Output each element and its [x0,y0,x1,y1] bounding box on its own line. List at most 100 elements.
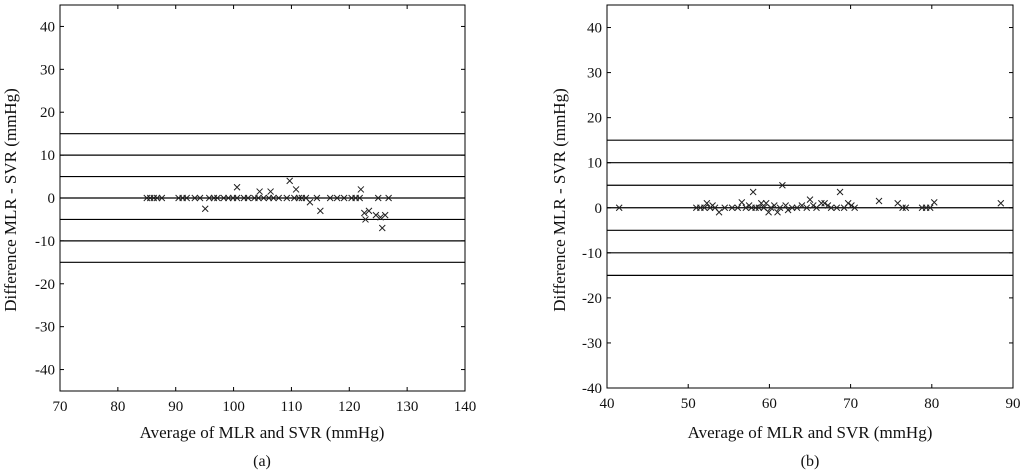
chart-b-data-point [809,202,817,209]
chart-b-data-point [851,204,859,212]
chart-a-data-point [283,194,291,202]
chart-b-data-point [715,208,723,216]
chart-a-ytick-label: -10 [35,234,55,250]
chart-a-ytick-label: -20 [35,277,55,293]
chart-panel-a: Average of MLR and SVR (mmHg) Difference… [1,4,477,470]
chart-a-xtick-label: 130 [396,399,419,415]
chart-b-ytick-label: -40 [582,381,602,397]
chart-b-data-point [788,204,796,212]
chart-a-data-point [158,194,166,202]
chart-b-data-point [776,204,784,212]
chart-b-data-point [757,199,765,207]
chart-a-data-point [313,194,321,202]
chart-b-data-point [784,206,792,214]
chart-b-caption: (b) [801,453,820,470]
chart-a-data-point [270,194,277,202]
chart-b-data-point [798,202,806,209]
chart-b-data-point [779,181,786,189]
chart-b-data-point [836,188,844,196]
chart-b-data-point [701,204,708,212]
chart-a-data-point [233,183,241,191]
chart-a-data-point [378,224,386,232]
chart-a-data-point [374,194,382,202]
chart-b-data-point [818,199,825,207]
chart-b-data-point [782,202,789,209]
chart-a-data-point [196,194,204,202]
chart-a-data-point [244,194,252,202]
chart-a-xtick-label: 120 [338,399,361,415]
chart-a-data-point [340,194,348,202]
chart-a-data-point [233,194,241,202]
chart-b-data-point [738,199,746,206]
chart-b-data-point [875,197,883,205]
chart-a-data-point [365,207,373,215]
chart-b-xtick-label: 80 [924,396,939,412]
chart-a-data-point [256,188,263,195]
chart-a-ytick-label: 10 [40,148,55,164]
chart-a-ytick-label: 20 [40,105,55,121]
chart-b-data-point [767,204,775,212]
chart-b-xlabel: Average of MLR and SVR (mmHg) [688,423,933,442]
chart-a-data-point [183,194,191,202]
chart-a-xtick-label: 100 [222,399,245,415]
chart-a-data-point [295,194,303,202]
chart-b-data-point [749,188,757,196]
chart-a-ytick-label: -30 [35,320,55,336]
chart-a-data-point [372,211,380,219]
chart-b-data-point [844,199,852,207]
chart-b-ytick-label: -30 [582,336,602,352]
chart-a-xtick-label: 80 [110,399,125,415]
chart-a-data-point [214,194,221,202]
chart-a-data-point [362,216,369,223]
chart-a-data-point [201,205,209,213]
chart-b-data-point [899,204,906,212]
chart-b-ytick-label: -20 [582,291,602,307]
chart-a-data-point [267,188,274,195]
chart-a-data-point [326,194,334,202]
chart-a-data-point [317,207,324,215]
chart-a-data-point [191,194,199,202]
chart-b-ytick-label: 20 [587,111,602,127]
chart-a-xtick-label: 140 [454,399,477,415]
chart-panel-b: Average of MLR and SVR (mmHg) Difference… [550,4,1021,470]
chart-a-ytick-label: 30 [40,62,55,78]
chart-b-data-point [793,204,801,212]
chart-a-data-point [333,194,341,202]
chart-b-data-point [615,204,623,212]
chart-a-xtick-label: 110 [280,399,302,415]
chart-b-data-point [721,204,729,212]
chart-b-data-point [997,199,1005,207]
chart-a-xtick-label: 90 [168,399,183,415]
chart-a-ylabel: Difference MLR - SVR (mmHg) [1,88,20,311]
chart-a-data-point [356,194,364,202]
chart-b-data-point [806,196,814,204]
chart-b-data-point [755,204,763,212]
chart-a-ytick-label: 0 [48,191,56,207]
chart-b-ytick-label: 30 [587,66,602,82]
chart-a-data-point [385,194,392,202]
chart-b-data-point [742,204,750,212]
chart-b-data-point [752,204,759,212]
chart-b-data-point [728,204,736,212]
chart-b-xtick-label: 90 [1006,396,1021,412]
chart-b-data-point [734,204,742,212]
chart-a-xlabel: Average of MLR and SVR (mmHg) [140,423,385,442]
chart-a-ytick-label: 40 [40,19,55,35]
chart-a-data-point [360,209,368,217]
chart-b-ytick-label: 0 [595,201,603,217]
chart-b-data-point [703,199,711,207]
chart-b-ytick-label: 10 [587,156,602,172]
chart-b-plot-frame [606,4,1014,389]
chart-b-xtick-label: 50 [681,396,696,412]
chart-b-ylabel: Difference MLR - SVR (mmHg) [550,88,569,311]
chart-a-caption: (a) [253,453,271,470]
chart-b-data-point [926,204,934,212]
chart-b-data-point [765,208,772,216]
chart-b-data-point [833,204,841,212]
chart-a-data-point [306,198,314,206]
chart-b-xtick-label: 40 [600,396,615,412]
chart-b-xtick-label: 60 [762,396,777,412]
chart-a-data-point [292,186,300,193]
chart-a-data-point [260,194,268,202]
